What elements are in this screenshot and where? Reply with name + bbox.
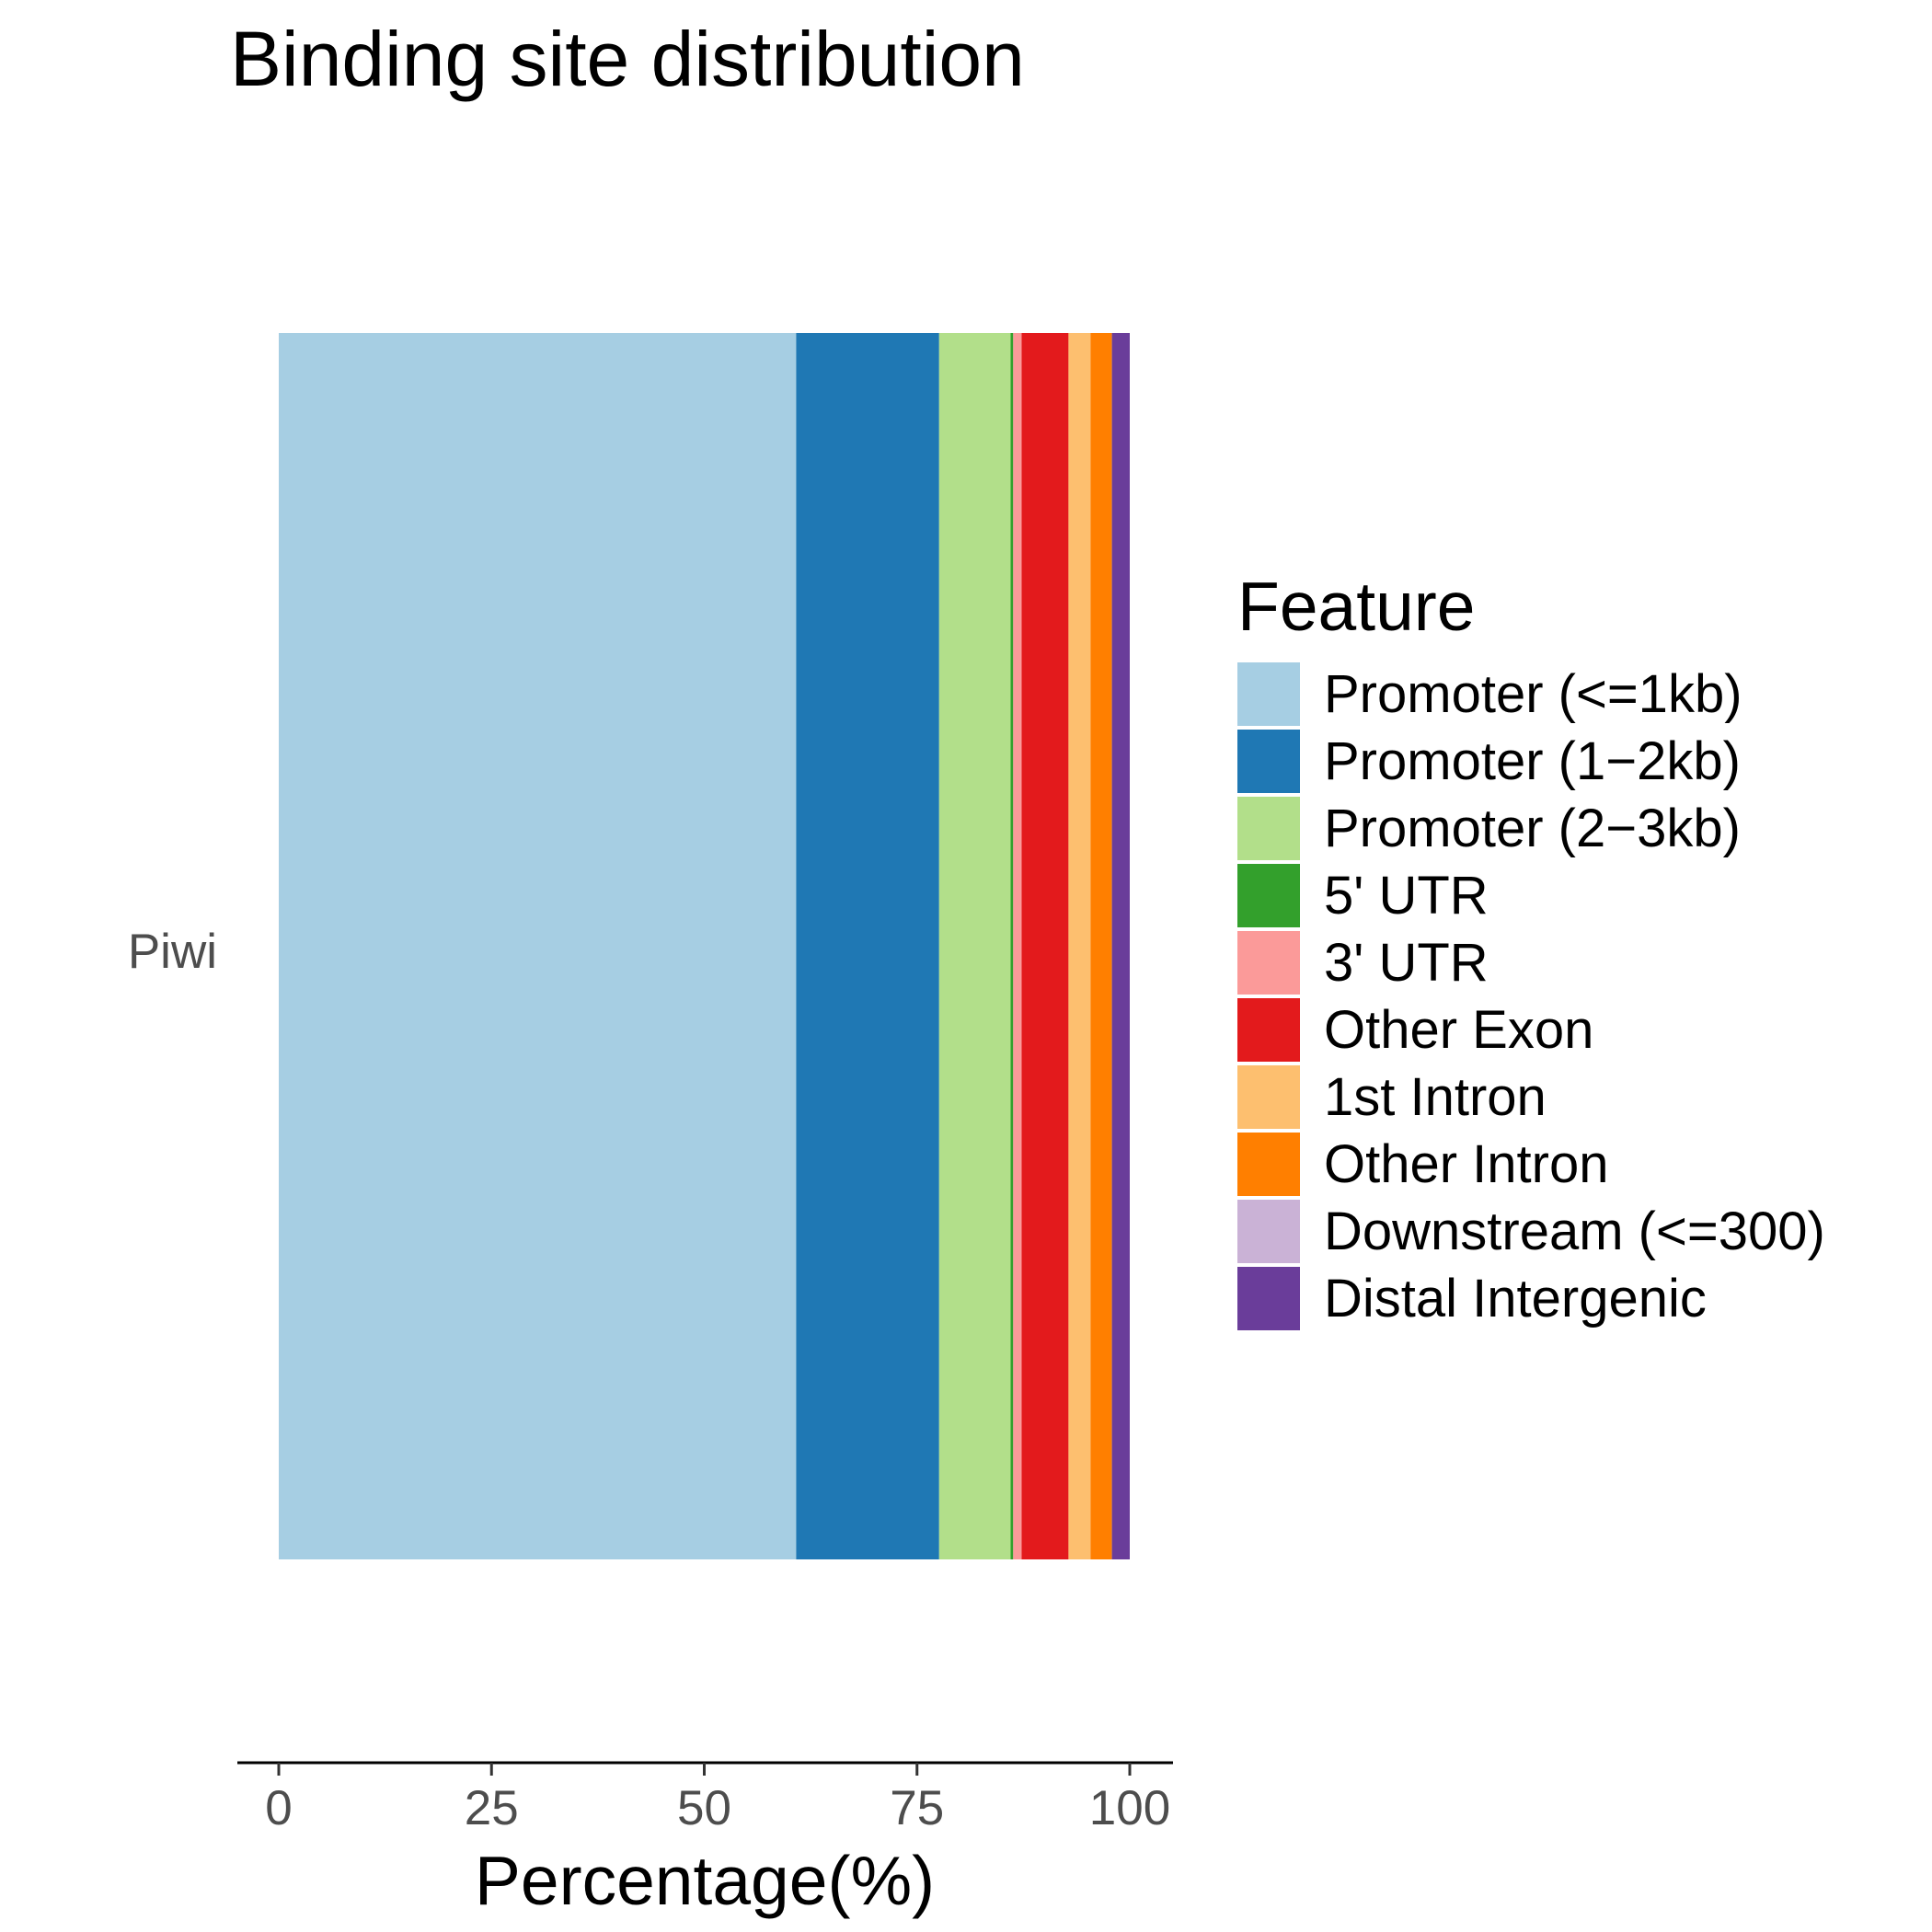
- legend-label-3: 5' UTR: [1324, 866, 1489, 926]
- legend-key-3: [1237, 864, 1300, 927]
- bar-segment-7: [1090, 333, 1112, 1559]
- bar-segment-9: [1111, 333, 1130, 1559]
- legend-label-2: Promoter (2−3kb): [1324, 799, 1741, 858]
- x-tick-label-2: 50: [677, 1781, 731, 1835]
- legend-label-5: Other Exon: [1324, 1000, 1593, 1060]
- x-axis-title: Percentage(%): [475, 1842, 935, 1919]
- legend-key-8: [1237, 1200, 1300, 1263]
- bar-segment-3: [1010, 333, 1014, 1559]
- legend-label-4: 3' UTR: [1324, 933, 1489, 993]
- legend-title: Feature: [1237, 568, 1475, 645]
- legend-items: Promoter (<=1kb) Promoter (1−2kb) Promoter…: [1237, 662, 1825, 1330]
- chart-title: Binding site distribution: [230, 16, 1025, 102]
- bar-segment-2: [938, 333, 1011, 1559]
- y-tick-label-0: Piwi: [128, 925, 217, 979]
- legend-label-9: Distal Intergenic: [1324, 1269, 1707, 1328]
- legend-key-4: [1237, 931, 1300, 995]
- legend-key-1: [1237, 730, 1300, 793]
- bar-segment-0: [279, 333, 797, 1559]
- legend-key-6: [1237, 1065, 1300, 1129]
- x-tick-label-0: 0: [265, 1781, 292, 1835]
- legend-label-8: Downstream (<=300): [1324, 1202, 1825, 1261]
- legend: Feature Promoter (<=1kb) Promoter (1−2kb)…: [1237, 568, 1825, 1330]
- legend-label-7: Other Intron: [1324, 1134, 1608, 1194]
- legend-label-0: Promoter (<=1kb): [1324, 664, 1742, 724]
- x-tick-label-3: 75: [890, 1781, 944, 1835]
- bar-segment-1: [796, 333, 939, 1559]
- bar-segment-4: [1013, 333, 1022, 1559]
- y-axis: Piwi: [128, 925, 217, 979]
- stacked-bars: [279, 333, 1130, 1559]
- legend-label-6: 1st Intron: [1324, 1067, 1547, 1127]
- legend-key-7: [1237, 1133, 1300, 1196]
- x-tick-label-1: 25: [465, 1781, 519, 1835]
- legend-key-2: [1237, 797, 1300, 860]
- bar-segment-6: [1068, 333, 1091, 1559]
- legend-label-1: Promoter (1−2kb): [1324, 731, 1741, 791]
- bar-segment-5: [1021, 333, 1069, 1559]
- legend-key-0: [1237, 662, 1300, 726]
- legend-key-5: [1237, 998, 1300, 1062]
- legend-key-9: [1237, 1267, 1300, 1330]
- x-tick-label-4: 100: [1089, 1781, 1170, 1835]
- x-axis: 0 25 50 75 100: [237, 1761, 1173, 1835]
